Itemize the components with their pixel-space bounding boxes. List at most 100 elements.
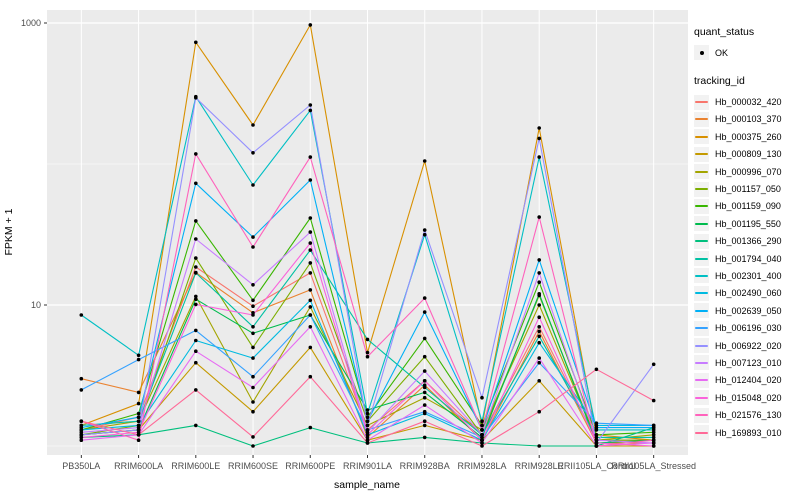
data-point bbox=[194, 219, 198, 223]
legend-entry: Hb_012404_020 bbox=[694, 372, 800, 389]
data-point bbox=[537, 409, 541, 414]
data-point bbox=[194, 152, 198, 156]
data-point bbox=[365, 438, 370, 443]
x-tick-label: RRIM600SE bbox=[228, 461, 278, 471]
data-point bbox=[308, 325, 313, 329]
legend-entry-label: Hb_006922_020 bbox=[715, 340, 782, 351]
data-point bbox=[422, 403, 427, 407]
data-point bbox=[537, 155, 541, 159]
line-key-icon bbox=[694, 338, 709, 354]
line-key-icon bbox=[694, 372, 709, 388]
data-point bbox=[594, 433, 599, 437]
legend-entry-label: Hb_001157_050 bbox=[715, 184, 781, 195]
legend-entry-label: Hb_000809_130 bbox=[715, 149, 782, 160]
data-point bbox=[422, 354, 427, 359]
data-point bbox=[480, 444, 484, 448]
data-point bbox=[651, 441, 656, 445]
line-key-icon bbox=[694, 285, 709, 301]
legend-entry: Hb_006922_020 bbox=[694, 337, 800, 354]
legend-entry: Hb_007123_010 bbox=[694, 354, 800, 371]
data-point bbox=[308, 374, 313, 379]
data-point bbox=[194, 302, 198, 307]
data-point bbox=[365, 415, 370, 420]
line-key-icon bbox=[694, 320, 709, 336]
data-point bbox=[194, 181, 198, 186]
data-point bbox=[194, 423, 198, 428]
data-point bbox=[537, 340, 541, 345]
legend-entry: Hb_001195_550 bbox=[694, 215, 800, 232]
legend-entry-label: Hb_006196_030 bbox=[715, 323, 782, 334]
line-key-icon bbox=[694, 425, 709, 440]
legend-section-tracking-id: tracking_id Hb_000032_420 Hb_000103_370 Hb… bbox=[694, 75, 800, 441]
legend-entry: Hb_006196_030 bbox=[694, 319, 800, 336]
data-point bbox=[251, 313, 255, 317]
legend-entry-label: Hb_007123_010 bbox=[715, 357, 782, 368]
data-point bbox=[251, 331, 255, 336]
data-point bbox=[594, 435, 599, 440]
data-point bbox=[308, 288, 313, 292]
data-point bbox=[194, 388, 198, 392]
x-tick-label: RRIM600LE bbox=[171, 461, 220, 471]
data-point bbox=[308, 178, 313, 182]
data-point bbox=[537, 303, 541, 307]
legend-entry: Hb_001366_290 bbox=[694, 233, 800, 250]
data-point bbox=[537, 360, 541, 365]
data-point bbox=[365, 430, 370, 435]
data-point bbox=[594, 438, 599, 443]
data-point bbox=[594, 444, 599, 448]
data-point bbox=[365, 411, 370, 416]
line-key-icon bbox=[694, 216, 709, 232]
data-point bbox=[79, 435, 84, 440]
data-point bbox=[308, 216, 313, 220]
data-point bbox=[365, 337, 370, 342]
legend-entry: Hb_021576_130 bbox=[694, 406, 800, 423]
data-point bbox=[251, 400, 255, 404]
legend-entry: Hb_169893_010 bbox=[694, 424, 800, 441]
data-point bbox=[251, 298, 255, 303]
data-point bbox=[194, 265, 198, 269]
data-point bbox=[194, 360, 198, 365]
data-point bbox=[308, 103, 313, 107]
y-tick-label: 1000 bbox=[21, 18, 41, 28]
line-key-icon bbox=[694, 233, 709, 249]
data-point bbox=[136, 401, 141, 406]
line-key-icon bbox=[694, 198, 709, 214]
data-point bbox=[308, 425, 313, 430]
legend-entry: Hb_015048_020 bbox=[694, 389, 800, 406]
data-point bbox=[537, 215, 541, 219]
line-key-icon bbox=[694, 111, 709, 127]
data-point bbox=[194, 338, 198, 343]
data-point bbox=[194, 237, 198, 241]
legend-entry-label: Hb_001794_040 bbox=[715, 253, 782, 264]
data-point bbox=[136, 390, 141, 395]
legend-entry: Hb_002490_060 bbox=[694, 285, 800, 302]
data-point bbox=[79, 376, 84, 381]
data-point bbox=[480, 423, 484, 428]
line-key-icon bbox=[694, 129, 709, 145]
data-point bbox=[365, 408, 370, 412]
data-point bbox=[136, 419, 141, 424]
y-axis-title: FPKM + 1 bbox=[3, 208, 15, 256]
data-point bbox=[194, 349, 198, 354]
legend-entry: Hb_000375_260 bbox=[694, 128, 800, 145]
data-point bbox=[251, 409, 255, 414]
data-point bbox=[251, 304, 255, 309]
x-tick-label: RRIM600LA bbox=[114, 461, 163, 471]
data-point bbox=[651, 438, 656, 443]
data-point bbox=[308, 155, 313, 159]
data-point bbox=[537, 271, 541, 275]
data-point bbox=[251, 183, 255, 187]
data-point bbox=[651, 398, 656, 403]
data-point bbox=[537, 136, 541, 141]
data-point bbox=[136, 425, 141, 430]
legend-entry-label: Hb_000375_260 bbox=[715, 131, 782, 142]
x-tick-label: RRIM928LA bbox=[457, 461, 506, 471]
data-point bbox=[251, 151, 255, 155]
data-point bbox=[365, 354, 370, 359]
data-point bbox=[480, 395, 484, 400]
line-key-icon bbox=[694, 181, 709, 197]
data-point bbox=[537, 356, 541, 360]
data-point bbox=[537, 325, 541, 329]
data-point bbox=[537, 292, 541, 296]
data-point bbox=[422, 385, 427, 390]
